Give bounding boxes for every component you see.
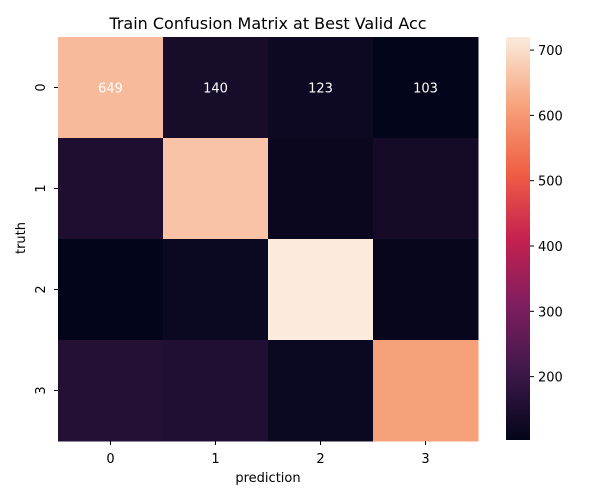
cell-annotation-r0-c0: 649	[98, 82, 123, 97]
y-axis: 0 1 2 3	[34, 83, 58, 395]
heatmap-cell-r2-c2	[268, 239, 374, 341]
colorbar-tick-label-0: 200	[538, 371, 563, 386]
colorbar-tick-label-1: 300	[538, 305, 563, 320]
y-tick-label-1: 1	[34, 184, 49, 192]
heatmap-cell-r3-c3	[373, 340, 479, 442]
chart-title: Train Confusion Matrix at Best Valid Acc	[108, 14, 426, 33]
heatmap-cell-r1-c3	[373, 138, 479, 240]
cell-annotation-r0-c1: 140	[203, 82, 228, 97]
heatmap-cell-r3-c1	[163, 340, 269, 442]
y-tick-label-0: 0	[34, 83, 49, 91]
heatmap-cell-r2-c3	[373, 239, 479, 341]
x-tick-label-2: 2	[316, 452, 324, 467]
colorbar-axis: 200 300 400 500 600 700	[530, 44, 563, 386]
heatmap-cell-r0-c2	[268, 37, 374, 139]
cell-annotation-r0-c2: 123	[308, 82, 333, 97]
colorbar-tick-label-5: 700	[538, 44, 563, 59]
colorbar-tick-label-4: 600	[538, 109, 563, 124]
heatmap-cell-r1-c0	[58, 138, 164, 240]
heatmap-cell-r0-c3	[373, 37, 479, 139]
x-tick-label-1: 1	[211, 452, 219, 467]
heatmap-cell-r1-c2	[268, 138, 374, 240]
cell-annotation-r0-c3: 103	[413, 82, 438, 97]
x-axis-title: prediction	[235, 471, 300, 486]
heatmap-cells	[58, 37, 479, 442]
heatmap-cell-r2-c1	[163, 239, 269, 341]
colorbar-tick-label-2: 400	[538, 240, 563, 255]
heatmap-cell-r0-c1	[163, 37, 269, 139]
y-axis-title: truth	[14, 222, 29, 254]
y-tick-label-3: 3	[34, 386, 49, 394]
heatmap-cell-r1-c1	[163, 138, 269, 240]
heatmap-cell-r3-c2	[268, 340, 374, 442]
y-tick-label-2: 2	[34, 285, 49, 293]
heatmap-cell-r3-c0	[58, 340, 164, 442]
heatmap-cell-r0-c0	[58, 37, 164, 139]
colorbar	[506, 37, 530, 440]
cell-annotations: 649 140 123 103	[98, 82, 438, 97]
colorbar-tick-label-3: 500	[538, 175, 563, 190]
x-tick-label-3: 3	[421, 452, 429, 467]
x-tick-label-0: 0	[106, 452, 114, 467]
x-axis: 0 1 2 3	[106, 441, 430, 467]
heatmap-cell-r2-c0	[58, 239, 164, 341]
